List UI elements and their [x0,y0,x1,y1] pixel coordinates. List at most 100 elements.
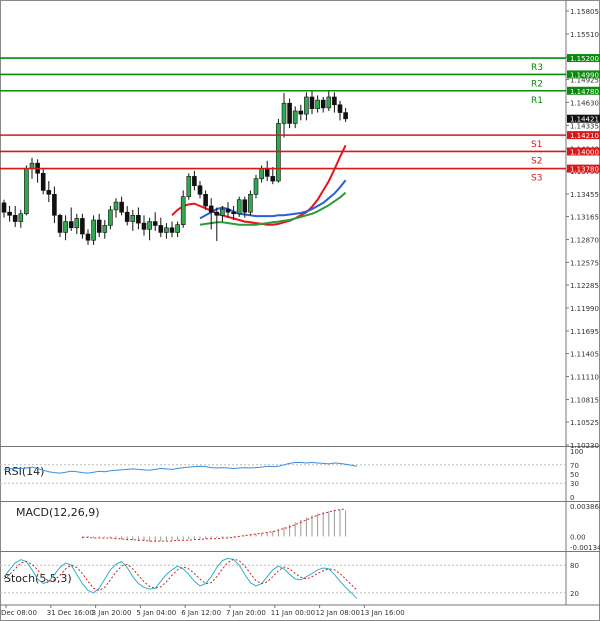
candle-up [18,213,24,222]
level-label-s1: S1 [531,140,542,150]
candle-down [52,194,57,216]
candle-down [298,110,304,115]
rsi-tick-label: 30 [570,480,579,488]
candle-down [46,190,52,195]
candle-down [152,221,158,226]
level-label-r2: R2 [531,79,543,89]
macd-tick-label: 0.00 [570,533,586,541]
candle-down [119,201,124,213]
candle-down [309,96,315,109]
rsi-tick-label: 100 [570,448,583,456]
level-price-s1: 1.14210 [570,132,599,140]
candle-up [29,162,35,169]
candle-down [231,211,236,215]
candle-down [158,225,164,233]
candle-down [343,112,348,120]
stoch-tick-label: 20 [570,590,579,598]
price-tick-label: 1.15805 [570,8,599,16]
candle-up [63,221,68,233]
candle-down [214,211,220,216]
price-axis: 1.158051.155101.152151.149251.146301.143… [566,8,599,450]
rsi-label: RSI(14) [4,465,44,478]
candle-up [24,168,29,215]
rsi-tick-label: 0 [570,494,574,502]
candle-down [141,222,147,230]
candle-down [287,102,292,124]
time-tick-label: 31 Dec 16:00 [47,609,94,617]
time-tick-label: Dec 08:00 [1,609,37,617]
time-tick-label: 13 Jan 16:00 [360,609,404,617]
macd-label: MACD(12,26,9) [16,506,100,519]
candle-up [281,102,287,124]
candle-down [1,202,7,213]
candle-down [12,215,18,222]
macd-tick-label: 0.003868 [570,503,600,511]
level-price-box [567,164,600,173]
price-tick-label: 1.12285 [570,282,599,290]
candle-up [108,209,113,226]
candle-up [113,201,119,211]
pivot-levels: R3 1.15200 R2 1.14990 R1 1.14780 S1 1.14210 S2 1.… [0,54,600,184]
candle-down [320,99,326,109]
candle-up [74,218,80,229]
macd-tick-label: -0.001348 [570,544,600,552]
candle-down [270,176,276,182]
price-tick-label: 1.11110 [570,373,599,381]
moving-average-line [199,179,347,220]
price-tick-label: 1.11990 [570,305,599,313]
candle-down [80,218,85,235]
price-tick-label: 1.12575 [570,259,599,267]
level-price-s3: 1.13780 [570,166,599,174]
candle-up [102,225,108,233]
level-price-box [567,70,600,79]
level-price-r1: 1.14780 [570,88,599,96]
candle-up [186,176,192,197]
candle-up [236,199,242,215]
candle-down [7,211,12,216]
candle-down [124,211,130,222]
time-axis: Dec 08:00 31 Dec 16:003 Jan 20:00 5 Jan 04… [1,605,405,617]
stoch-tick-label: 80 [570,562,579,570]
candle-down [169,227,175,233]
candle-up [326,96,332,109]
rsi-line [3,461,357,474]
candle-down [85,233,91,241]
time-tick-label: 5 Jan 04:00 [136,609,176,617]
moving-average-line [199,191,347,226]
candle-up [253,178,259,195]
candle-down [332,96,337,106]
time-tick-label: 11 Jan 00:00 [271,609,315,617]
candles [1,90,348,245]
level-price-s2: 1.14000 [570,148,599,156]
time-tick-label: 7 Jan 20:00 [226,609,266,617]
candle-up [175,224,180,233]
level-price-box [567,86,600,95]
current-price-box [567,114,600,123]
price-tick-label: 1.14925 [570,76,599,84]
candle-up [180,196,186,225]
price-tick-label: 1.10525 [570,419,599,427]
candle-down [208,205,214,213]
level-price-r3: 1.15200 [570,55,599,63]
level-label-r3: R3 [531,63,543,73]
candle-up [248,194,253,213]
price-tick-label: 1.15510 [570,31,599,39]
candle-down [192,176,197,187]
time-tick-label: 6 Jan 12:00 [181,609,221,617]
time-tick-label: 12 Jan 08:00 [316,609,360,617]
candle-down [225,208,231,213]
candle-down [242,199,248,213]
stoch-k-line [3,557,358,599]
price-tick-label: 1.13455 [570,191,599,199]
candle-up [91,219,96,241]
candle-up [130,215,136,222]
current-price-label: 1.14421 [570,116,599,124]
time-tick-label: 3 Jan 20:00 [92,609,132,617]
price-tick-label: 1.11695 [570,328,599,336]
candle-up [315,99,320,109]
price-tick-label: 1.13165 [570,213,599,221]
price-tick-label: 1.14335 [570,122,599,130]
macd-signal-line [82,508,346,542]
candle-down [68,221,74,229]
